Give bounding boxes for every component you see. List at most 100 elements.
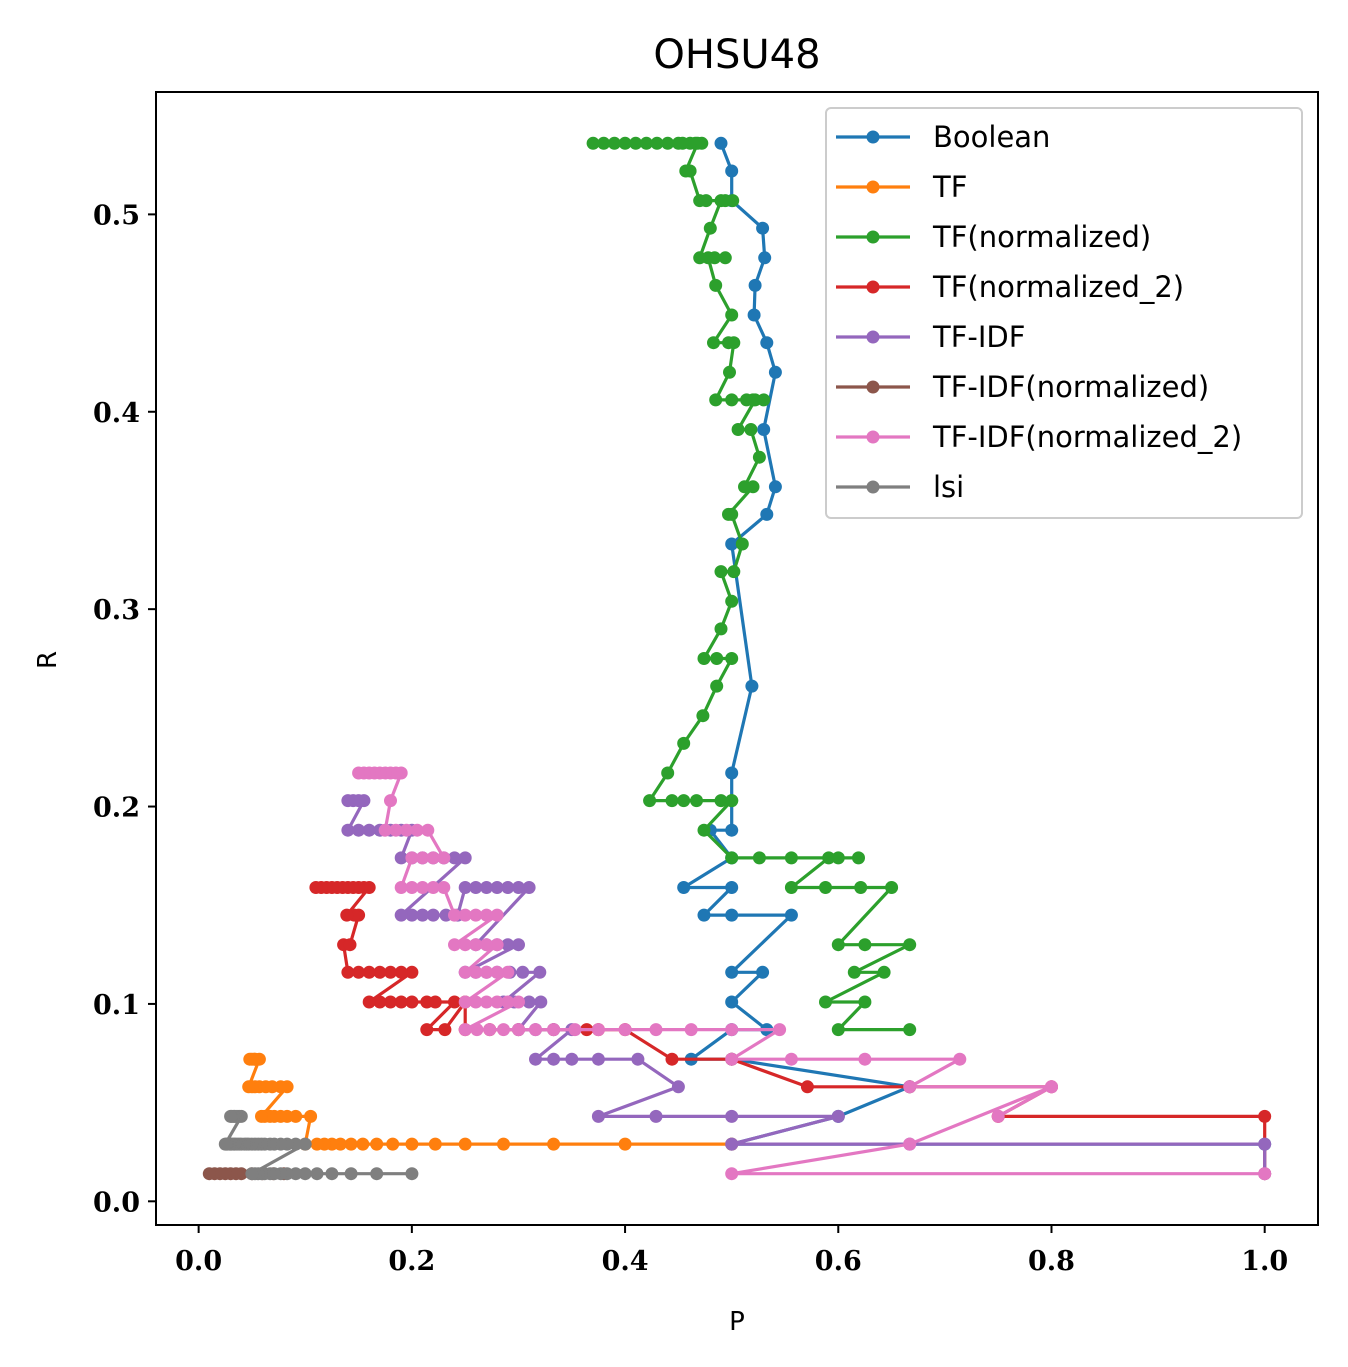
data-point xyxy=(831,1023,845,1037)
series-lsi xyxy=(218,1109,419,1181)
data-point xyxy=(757,393,771,407)
x-tick-label: 1.0 xyxy=(1241,1246,1288,1277)
data-point xyxy=(458,995,472,1009)
data-point xyxy=(725,1167,739,1181)
data-point xyxy=(709,278,723,292)
legend-item-boolean: Boolean xyxy=(836,120,1050,154)
data-point xyxy=(405,908,419,922)
data-point xyxy=(725,164,739,178)
data-point xyxy=(480,995,493,1009)
legend-marker xyxy=(866,280,880,294)
data-point xyxy=(800,1080,814,1094)
data-point xyxy=(501,938,515,952)
data-point xyxy=(696,709,710,723)
data-point xyxy=(533,965,547,979)
data-point xyxy=(490,938,504,952)
y-axis: 0.0 0.1 0.2 0.3 0.4 0.5 xyxy=(93,200,156,1218)
y-tick-label: 0.2 xyxy=(93,793,140,824)
data-point xyxy=(426,881,440,894)
data-point xyxy=(725,594,739,608)
data-point xyxy=(953,1052,967,1066)
data-point xyxy=(649,1109,663,1123)
data-point xyxy=(725,1023,739,1037)
data-point xyxy=(707,336,720,350)
legend-item-tf-normalized: TF(normalized) xyxy=(836,220,1151,254)
data-point xyxy=(298,1137,312,1151)
legend-label: Boolean xyxy=(933,120,1050,154)
data-point xyxy=(725,823,739,837)
data-point xyxy=(458,908,472,922)
data-point xyxy=(394,995,408,1009)
data-point xyxy=(852,851,865,865)
data-point xyxy=(458,1023,472,1037)
data-point xyxy=(665,1052,679,1066)
x-tick-label: 0.4 xyxy=(602,1246,649,1277)
data-point xyxy=(522,881,536,894)
data-point xyxy=(740,393,754,407)
data-point xyxy=(469,908,483,922)
data-point xyxy=(697,823,711,837)
data-point xyxy=(547,1052,561,1066)
data-point xyxy=(718,251,732,265)
x-tick-label: 0.8 xyxy=(1028,1246,1075,1277)
data-point xyxy=(684,1023,698,1037)
data-point xyxy=(760,336,774,350)
data-point xyxy=(448,995,461,1009)
data-point xyxy=(224,1109,238,1123)
data-point xyxy=(693,194,707,208)
data-point xyxy=(760,507,774,521)
data-point xyxy=(298,1167,312,1181)
y-axis-label: R xyxy=(33,651,63,669)
data-point xyxy=(480,965,493,979)
data-point xyxy=(618,1023,632,1037)
data-point xyxy=(370,1167,384,1181)
data-point xyxy=(501,881,515,894)
legend-item-tf-normalized-2: TF(normalized_2) xyxy=(836,270,1184,304)
data-point xyxy=(344,1167,358,1181)
legend-marker xyxy=(866,480,880,494)
data-point xyxy=(597,136,611,150)
data-point xyxy=(723,365,736,379)
x-tick-label: 0.2 xyxy=(388,1246,435,1277)
data-point xyxy=(784,908,798,922)
x-axis-label: P xyxy=(729,1307,745,1337)
data-point xyxy=(416,881,429,894)
data-point xyxy=(469,881,483,894)
data-point xyxy=(991,1109,1005,1123)
data-point xyxy=(389,823,403,837)
data-point xyxy=(512,938,525,952)
legend-marker xyxy=(866,230,880,244)
data-point xyxy=(714,794,728,808)
data-point xyxy=(373,995,387,1009)
data-point xyxy=(591,1052,605,1066)
data-point xyxy=(718,194,732,208)
data-point xyxy=(469,938,483,952)
data-point xyxy=(304,1109,318,1123)
data-point xyxy=(697,652,711,665)
legend-item-tf-idf-normalized: TF-IDF(normalized) xyxy=(836,370,1209,404)
data-point xyxy=(661,766,675,780)
data-point xyxy=(405,965,419,979)
data-point xyxy=(725,1137,739,1151)
y-tick-label: 0.3 xyxy=(93,595,140,626)
series-tf-normalized xyxy=(586,136,917,1037)
data-point xyxy=(591,1023,605,1037)
data-point xyxy=(438,1023,452,1037)
data-point xyxy=(1045,1080,1058,1094)
data-point xyxy=(242,1080,256,1094)
data-point xyxy=(722,507,735,521)
data-point xyxy=(512,995,525,1009)
data-point xyxy=(352,766,366,780)
data-point xyxy=(858,995,872,1009)
series-tf xyxy=(242,1052,739,1151)
data-point xyxy=(735,537,749,551)
data-point xyxy=(405,1167,419,1181)
data-point xyxy=(522,995,536,1009)
legend-label: lsi xyxy=(933,470,964,504)
data-point xyxy=(458,851,472,865)
data-point xyxy=(831,938,845,952)
data-point xyxy=(725,652,739,665)
data-point xyxy=(885,881,899,894)
data-point xyxy=(725,965,739,979)
